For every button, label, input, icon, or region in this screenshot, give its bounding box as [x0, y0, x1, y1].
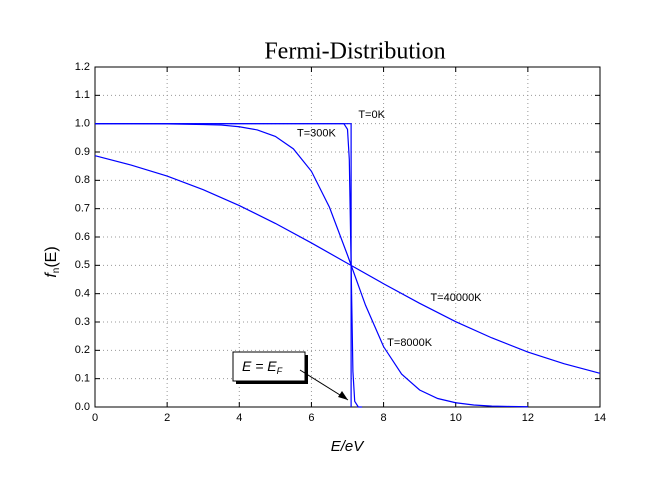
y-tick-label: 0.6 [75, 231, 90, 243]
y-tick-label: 0.7 [75, 203, 90, 215]
annotation-shadow [236, 381, 308, 384]
plot-frame [94, 66, 601, 408]
y-label-sub: n [51, 268, 62, 274]
x-tick-label: 8 [381, 412, 387, 424]
curve-label: T=0K [358, 109, 385, 121]
y-tick-label: 0.2 [75, 344, 90, 356]
x-tick-label: 4 [236, 412, 242, 424]
x-tick-label: 10 [450, 412, 462, 424]
y-tick-label: 1.2 [75, 61, 90, 73]
annotation-text: E = EF [242, 358, 283, 377]
arrow-head [338, 391, 348, 400]
x-axis-label: E/eV [331, 438, 366, 455]
x-tick-label: 0 [92, 412, 98, 424]
y-tick-label: 0.5 [75, 259, 90, 271]
x-tick-label: 12 [522, 412, 534, 424]
y-tick-label: 1.0 [75, 118, 90, 130]
y-tick-label: 0.4 [75, 288, 90, 300]
curve [95, 123, 362, 408]
y-tick-label: 1.1 [75, 89, 90, 101]
y-tick-label: 0.3 [75, 316, 90, 328]
x-tick-label: 2 [164, 412, 170, 424]
y-label-main: f [43, 272, 60, 278]
annotation-main: E = E [242, 358, 277, 374]
y-tick-label: 0.8 [75, 174, 90, 186]
curve-label: T=40000K [430, 292, 482, 304]
chart-title: Fermi-Distribution [264, 39, 445, 65]
y-tick-label: 0.9 [75, 146, 90, 158]
curve [94, 155, 601, 374]
x-tick-label: 14 [594, 412, 606, 424]
annotation-sub: F [277, 366, 283, 376]
y-label-tail: (E) [43, 246, 60, 267]
curve-label: T=8000K [387, 337, 433, 349]
curve-label: T=300K [297, 127, 336, 139]
y-tick-label: 0.1 [75, 373, 90, 385]
annotation-shadow [305, 355, 308, 384]
curve [95, 123, 528, 408]
x-tick-label: 6 [308, 412, 314, 424]
y-axis-label: fn(E) [43, 246, 61, 277]
annotation: E = EF [232, 351, 349, 401]
y-tick-label: 0.0 [75, 401, 90, 413]
